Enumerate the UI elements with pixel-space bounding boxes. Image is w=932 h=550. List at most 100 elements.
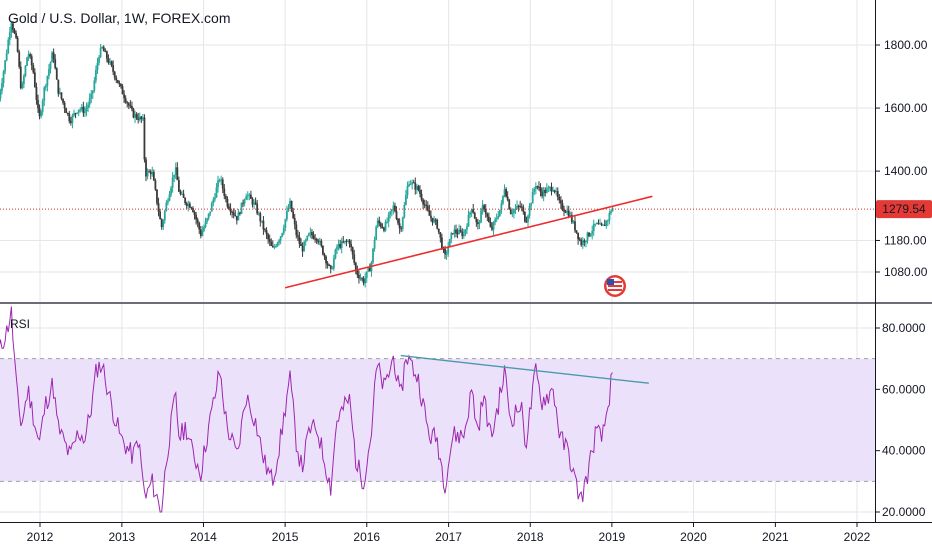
candle-body [265,230,268,235]
candle-body [298,236,301,244]
candle-body [201,230,204,236]
price-y-tick-label: 1080.00 [884,265,928,279]
candle-body [212,199,215,204]
candle-body [95,69,97,81]
candle-body [181,193,183,195]
x-tick-label: 2020 [680,530,707,544]
candle-body [152,171,155,181]
candle-body [170,187,172,195]
candle-body [1,83,3,92]
candle-body [268,239,271,242]
candle-body [483,205,486,210]
candle-body [218,180,221,182]
candle-body [411,182,414,185]
candle-body [550,187,553,192]
candle-body [356,269,359,275]
candle-body [77,109,80,113]
candle-body [229,208,232,212]
candle-body [193,212,196,215]
candle-body [364,277,367,284]
candle-body [339,244,342,248]
candle-body [69,121,72,124]
candle-body [159,211,162,220]
candle-body [528,205,531,216]
candle-body [318,240,321,243]
candle-body [544,189,547,193]
candle-body [317,240,320,243]
price-candles [0,20,614,288]
candle-body [445,253,448,255]
candle-body [420,193,423,200]
candle-body [32,65,35,73]
candle-body [177,180,180,192]
candle-body [589,234,592,237]
candle-body [206,218,208,222]
candle-body [220,179,223,181]
candle-body [134,114,136,118]
candle-body [44,85,47,88]
time-x-axis[interactable]: 2012 2013 2014 2015 2016 2017 2018 2019 2020 2021… [27,522,871,544]
candle-body [167,200,169,203]
candle-body [243,199,246,204]
candle-body [184,197,187,204]
price-y-axis[interactable]: 1800.00 1600.00 1400.00 1180.00 1080.00 [875,38,928,279]
x-tick-label: 2017 [435,530,462,544]
candle-body [138,116,141,121]
candle-body [475,218,478,223]
candle-body [428,210,431,216]
candle-body [441,237,443,249]
candle-body [65,108,68,114]
candle-body [345,240,348,242]
candle-body [87,104,89,108]
candle-body [40,111,43,117]
candle-body [173,174,176,178]
candle-body [500,203,503,210]
candle-body [538,186,540,188]
x-tick-label: 2022 [844,530,871,544]
candle-body [473,212,476,219]
candle-body [320,240,323,246]
candle-body [303,241,306,252]
candle-body [22,76,25,84]
candle-body [19,66,22,89]
candle-body [137,118,140,121]
us-flag-event-icon[interactable] [604,275,626,297]
rsi-y-axis[interactable]: 80.0000 60.0000 40.0000 20.0000 [875,321,926,519]
candle-body [419,190,421,194]
candle-body [156,189,158,204]
rsi-trendline[interactable] [400,354,649,384]
candle-body [394,205,396,212]
candle-body [62,98,64,103]
candle-body [556,191,559,198]
candle-body [101,46,104,48]
candle-body [91,90,94,94]
candle-body [148,171,151,173]
x-tick-label: 2021 [762,530,789,544]
candle-body [359,278,362,280]
candle-body [163,210,166,221]
last-price-badge: 1279.54 [876,200,932,219]
candle-body [15,33,17,38]
candle-body [237,212,240,221]
candle-body [271,245,274,248]
candle-body [434,219,437,221]
candle-body [129,105,132,107]
candle-body [444,248,446,255]
candle-body [256,203,259,214]
candle-body [198,223,201,230]
candle-body [306,235,309,241]
candle-body [140,116,143,120]
candle-body [545,188,548,193]
candle-body [332,258,335,269]
candle-body [282,227,285,234]
candle-body [301,245,304,252]
rsi-y-tick-label: 80.0000 [882,321,926,335]
price-trendline[interactable] [284,195,653,289]
candle-body [8,32,11,40]
candle-body [415,186,418,190]
candle-body [235,216,238,221]
candle-body [143,117,146,160]
candle-body [451,233,454,235]
candle-body [171,177,174,188]
